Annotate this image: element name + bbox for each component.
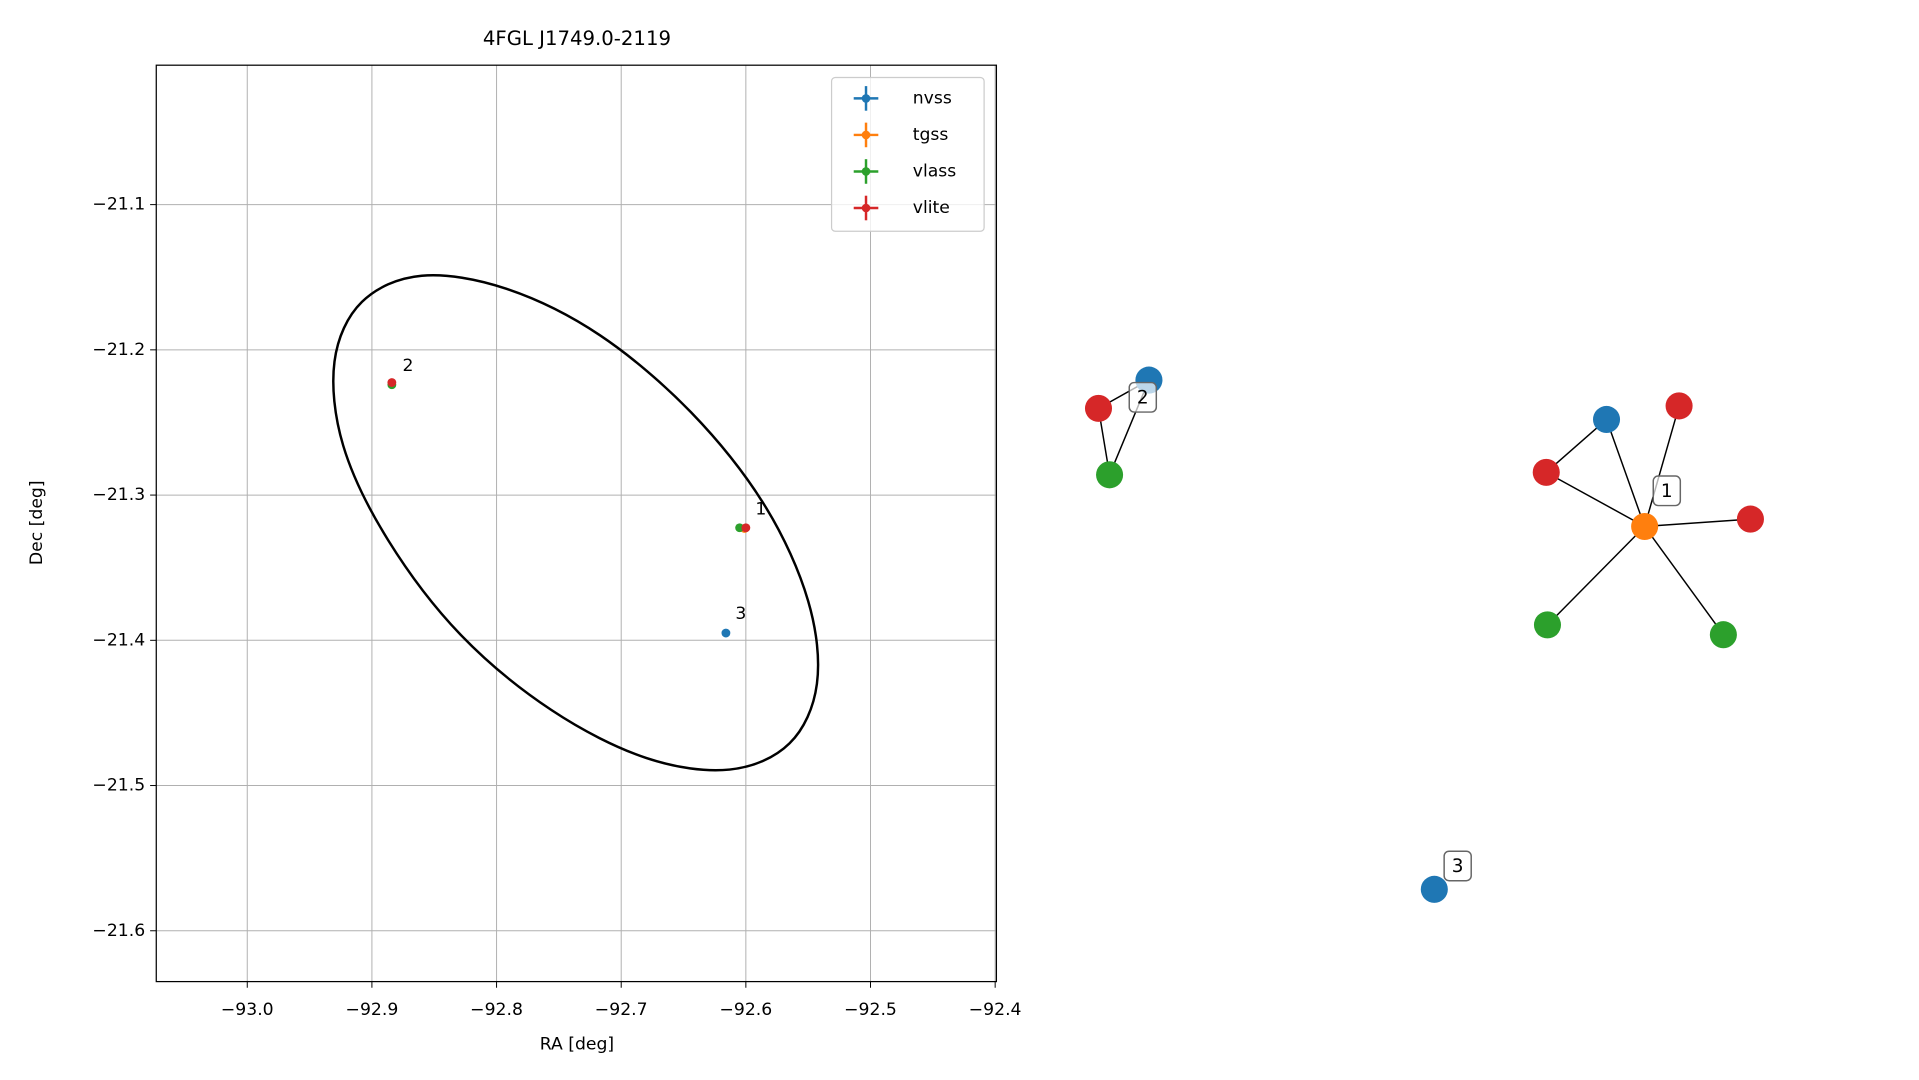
x-tick-label: −92.8 xyxy=(470,1000,523,1020)
x-tick-label: −93.0 xyxy=(221,1000,274,1020)
point-annotation: 2 xyxy=(403,356,414,376)
legend-label: vlite xyxy=(913,198,950,218)
y-tick-label: −21.3 xyxy=(92,485,145,505)
graph-node xyxy=(1665,392,1693,420)
legend-marker xyxy=(861,203,871,213)
graph-edge xyxy=(1605,419,1646,527)
legend-label: tgss xyxy=(913,125,949,145)
x-tick-label: −92.9 xyxy=(346,1000,399,1020)
graph-edge xyxy=(1643,405,1680,527)
legend-label: vlass xyxy=(913,161,956,181)
legend-label: nvss xyxy=(913,88,952,108)
graph-node xyxy=(1631,512,1659,540)
chart-title: 4FGL J1749.0-2119 xyxy=(483,27,671,50)
node-label-box xyxy=(1652,475,1682,507)
y-tick-label: −21.6 xyxy=(92,921,145,941)
legend-box xyxy=(830,76,985,232)
x-tick-label: −92.4 xyxy=(969,1000,1022,1020)
graph-node xyxy=(1096,461,1124,489)
graph-node xyxy=(1420,875,1448,903)
plot-area: −93.0 −92.9 −92.8 −92.7 −92.6 −92.5 −92.4 −21.6… xyxy=(92,64,1022,1020)
graph-node xyxy=(1533,611,1562,639)
graph-edge xyxy=(1546,525,1646,626)
y-tick-label: −21.5 xyxy=(92,776,145,796)
x-tick-label: −92.5 xyxy=(844,1000,897,1020)
axes-frame xyxy=(155,64,998,983)
graph-edge xyxy=(1644,526,1724,636)
data-point xyxy=(721,628,731,638)
x-axis-label: RA [deg] xyxy=(540,1034,614,1054)
graph-edge xyxy=(1545,471,1646,528)
x-tick-label: −92.6 xyxy=(719,1000,772,1020)
graph-node xyxy=(1084,394,1113,422)
node-label: 2 xyxy=(1137,388,1149,409)
graph-node xyxy=(1709,621,1737,649)
y-tick-label: −21.1 xyxy=(92,195,145,215)
data-point xyxy=(387,378,397,387)
node-label: 3 xyxy=(1452,856,1464,877)
legend-marker xyxy=(861,167,871,176)
data-point xyxy=(735,523,745,533)
y-axis-label: Dec [deg] xyxy=(27,480,47,565)
data-point xyxy=(741,523,751,533)
graph-node xyxy=(1532,458,1560,486)
x-tick-label: −92.7 xyxy=(595,1000,648,1020)
y-tick-label: −21.2 xyxy=(92,340,145,360)
node-label: 1 xyxy=(1661,481,1673,502)
error-ellipse xyxy=(332,274,820,772)
y-tick-label: −21.4 xyxy=(92,630,145,650)
point-annotation: 1 xyxy=(755,500,766,520)
legend-marker xyxy=(861,130,871,140)
graph-edge xyxy=(1644,518,1751,528)
graph-node xyxy=(1736,505,1764,533)
network-graph: 2 1 3 xyxy=(1084,366,1764,903)
point-annotation: 3 xyxy=(735,604,746,624)
node-label-box xyxy=(1443,850,1472,882)
legend: nvss tgss vlass vlite xyxy=(830,76,985,232)
graph-node xyxy=(1592,405,1621,433)
legend-marker xyxy=(861,94,871,103)
node-label-box xyxy=(1128,381,1158,413)
